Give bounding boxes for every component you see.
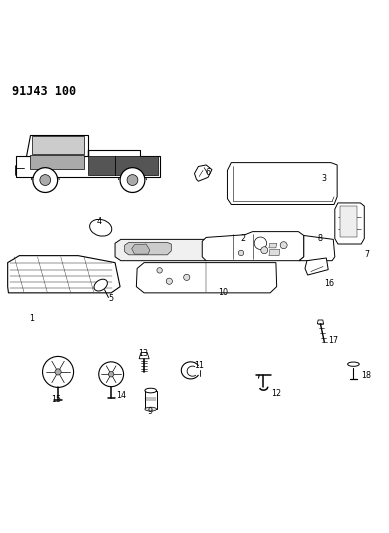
Circle shape xyxy=(254,237,266,249)
Text: 4: 4 xyxy=(97,217,102,227)
Ellipse shape xyxy=(94,279,107,291)
Text: 1: 1 xyxy=(29,314,34,324)
Circle shape xyxy=(99,362,124,386)
Polygon shape xyxy=(88,156,158,175)
Polygon shape xyxy=(132,244,150,254)
Text: 14: 14 xyxy=(117,391,127,400)
Circle shape xyxy=(40,175,51,185)
Polygon shape xyxy=(125,243,171,255)
Text: 17: 17 xyxy=(328,336,338,345)
Polygon shape xyxy=(228,163,337,205)
Polygon shape xyxy=(299,236,335,261)
Circle shape xyxy=(109,372,114,377)
Text: 15: 15 xyxy=(51,394,61,403)
Text: 3: 3 xyxy=(322,174,327,183)
Polygon shape xyxy=(26,135,88,156)
Text: 9: 9 xyxy=(147,407,152,416)
Polygon shape xyxy=(269,243,277,248)
Polygon shape xyxy=(16,150,159,177)
Polygon shape xyxy=(137,263,277,293)
Text: 6: 6 xyxy=(205,168,210,177)
Text: 16: 16 xyxy=(324,279,335,288)
Polygon shape xyxy=(269,249,280,256)
Ellipse shape xyxy=(89,220,112,236)
Polygon shape xyxy=(194,165,212,181)
Polygon shape xyxy=(335,203,364,244)
Ellipse shape xyxy=(348,362,359,366)
Circle shape xyxy=(157,268,162,273)
Ellipse shape xyxy=(145,407,156,411)
Polygon shape xyxy=(30,155,84,169)
Text: 11: 11 xyxy=(194,361,204,370)
Circle shape xyxy=(184,274,190,280)
Bar xyxy=(145,391,156,409)
Text: 5: 5 xyxy=(109,294,114,303)
Circle shape xyxy=(42,357,74,387)
Circle shape xyxy=(127,175,138,185)
Circle shape xyxy=(280,241,287,249)
Circle shape xyxy=(166,278,172,284)
Polygon shape xyxy=(139,352,149,359)
Circle shape xyxy=(55,369,61,375)
Circle shape xyxy=(261,247,268,254)
Text: 12: 12 xyxy=(272,389,282,398)
Polygon shape xyxy=(32,136,84,154)
Circle shape xyxy=(33,168,58,192)
Circle shape xyxy=(238,250,244,256)
Polygon shape xyxy=(202,232,304,261)
Polygon shape xyxy=(8,256,120,293)
Polygon shape xyxy=(317,320,324,324)
Polygon shape xyxy=(115,239,218,261)
Polygon shape xyxy=(340,206,357,237)
Text: 10: 10 xyxy=(219,288,229,297)
Polygon shape xyxy=(305,258,328,275)
Text: 91J43 100: 91J43 100 xyxy=(12,85,77,98)
Text: 2: 2 xyxy=(240,234,245,243)
Text: 8: 8 xyxy=(318,234,323,243)
Ellipse shape xyxy=(145,388,156,393)
Text: 18: 18 xyxy=(361,372,371,381)
Text: 13: 13 xyxy=(138,349,148,358)
Text: 7: 7 xyxy=(364,251,370,260)
Circle shape xyxy=(120,168,145,192)
